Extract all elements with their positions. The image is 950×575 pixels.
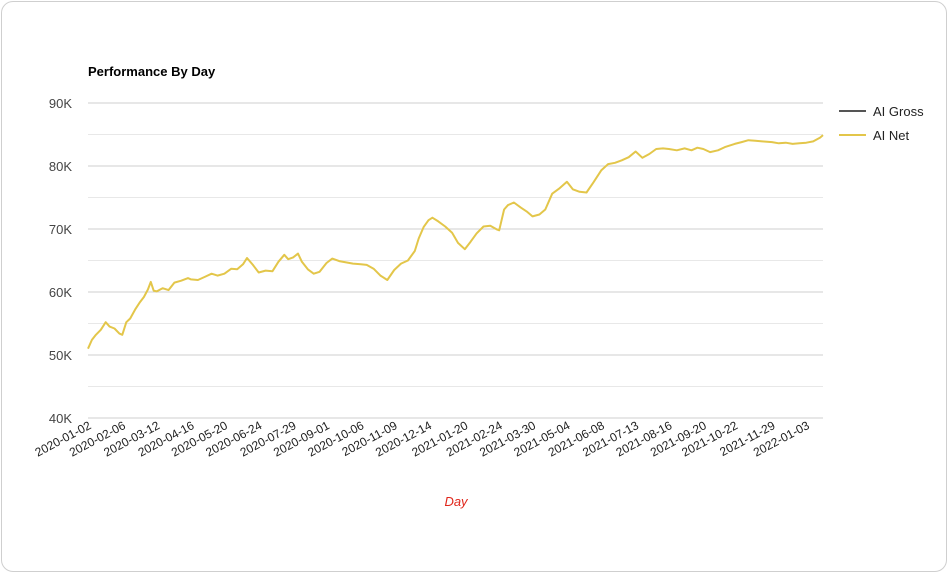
legend-label[interactable]: AI Net <box>873 128 910 143</box>
x-axis-ticks: 2020-01-022020-02-062020-03-122020-04-16… <box>33 418 812 459</box>
y-axis-ticks: 40K 50K 60K 70K 80K 90K <box>49 96 72 426</box>
series-line-ai-net <box>87 134 824 350</box>
series-lines <box>87 134 824 350</box>
y-tick-label: 70K <box>49 222 72 237</box>
x-axis-label: Day <box>444 494 469 509</box>
y-tick-label: 60K <box>49 285 72 300</box>
y-tick-label: 50K <box>49 348 72 363</box>
y-tick-label: 80K <box>49 159 72 174</box>
y-tick-label: 90K <box>49 96 72 111</box>
legend-label[interactable]: AI Gross <box>873 104 924 119</box>
legend[interactable]: AI Gross AI Net <box>839 104 924 143</box>
chart-title: Performance By Day <box>88 64 216 79</box>
gridlines <box>88 102 823 419</box>
y-tick-label: 40K <box>49 411 72 426</box>
